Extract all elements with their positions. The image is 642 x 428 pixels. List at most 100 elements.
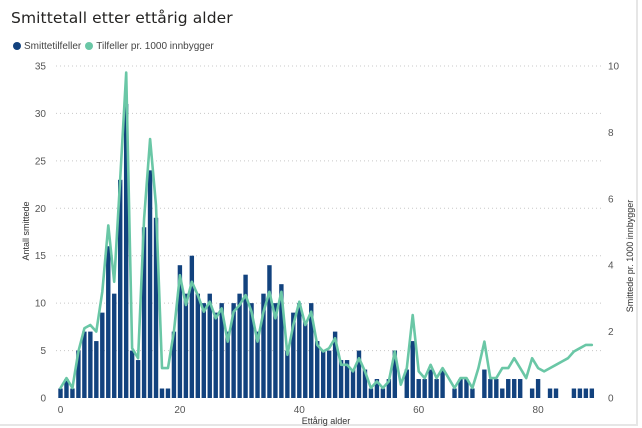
y2-tick-label: 10 [608,62,620,73]
bar [482,369,487,398]
bar [571,388,577,398]
bar [201,303,206,398]
bar [326,350,332,398]
legend-item-rate[interactable]: Tilfeller pr. 1000 innbygger [85,40,214,52]
y-tick-label: 10 [35,299,47,310]
bar [279,284,284,398]
bar [458,379,463,398]
bar [356,350,362,398]
bar [535,379,541,398]
bar [583,388,589,398]
bar [76,350,81,398]
x-tick-label: 20 [174,405,186,416]
y-tick-label: 30 [35,109,47,120]
bar [267,265,272,398]
y2-axis-title: Smittede pr. 1000 innbygger [625,200,635,313]
bar [332,331,338,398]
bar [225,331,230,398]
legend-label-rate: Tilfeller pr. 1000 innbygger [96,40,214,52]
axis-ticks: 0 5 10 15 20 25 30 35 0 2 4 6 8 10 0 20 40 60 80 [35,62,620,417]
y-tick-label: 35 [35,62,47,73]
bar-series-cases [58,103,595,398]
x-tick-label: 40 [294,405,306,416]
x-axis-title: Ettårig alder [302,416,351,426]
legend-dot-cases [13,42,21,50]
bar [64,379,69,398]
bar [470,388,475,398]
bar [392,350,398,398]
bar [500,388,505,398]
bar [386,379,392,398]
bar [434,379,439,398]
legend-item-cases[interactable]: Smittetilfeller [13,41,81,52]
bar [195,293,201,398]
bar [577,388,583,398]
x-tick-label: 0 [58,405,64,416]
legend: Smittetilfeller Tilfeller pr. 1000 innby… [13,39,218,53]
bar [255,331,260,398]
bar [100,312,105,398]
y-tick-label: 15 [35,251,47,262]
bar [338,360,344,398]
bar [273,303,278,398]
bar [243,274,248,398]
bar [553,388,559,398]
rate-line [59,71,594,390]
bar [112,293,117,398]
bar [422,379,427,398]
bar [589,388,595,398]
bar [440,369,445,398]
line-series-rate [59,71,594,390]
bar [350,369,356,398]
legend-label-cases: Smittetilfeller [24,40,82,52]
bar [177,265,183,398]
bar [153,217,159,398]
bar [374,379,380,398]
bar [141,227,147,398]
x-tick-label: 80 [533,405,545,416]
bar [82,331,87,398]
x-tick-label: 60 [413,405,425,416]
bar [368,388,374,398]
bar [488,379,493,398]
y-tick-label: 0 [40,394,46,405]
bar [452,388,457,398]
bar [237,293,242,398]
bar [404,369,409,398]
bar [118,179,123,398]
bar [428,369,433,398]
bar [231,303,236,398]
bar [512,379,517,398]
bar [494,379,499,398]
y2-tick-label: 2 [608,327,614,338]
bar [506,379,511,398]
bar [183,293,189,398]
bar [207,293,212,398]
y-tick-label: 5 [40,346,46,357]
bar [147,170,153,398]
bar [380,388,386,398]
y2-tick-label: 6 [608,194,614,205]
bar [135,360,141,398]
bar [249,303,254,398]
y-tick-label: 25 [35,156,47,167]
bar [303,322,308,398]
gridlines [56,65,601,352]
y2-tick-label: 4 [608,261,614,272]
bar [517,379,523,398]
bar [106,246,111,398]
bar [94,341,99,398]
bar [309,303,314,398]
legend-dot-rate [85,42,94,50]
bar [416,379,421,398]
y-axis-title: Antall smittede [21,201,31,260]
bar [129,350,135,398]
chart-title: Smittetall etter ettårig alder [11,9,233,27]
bar [213,312,218,398]
bar [297,303,302,398]
bar [362,369,368,398]
bar [410,341,415,398]
bar [547,388,553,398]
bar [320,350,326,398]
